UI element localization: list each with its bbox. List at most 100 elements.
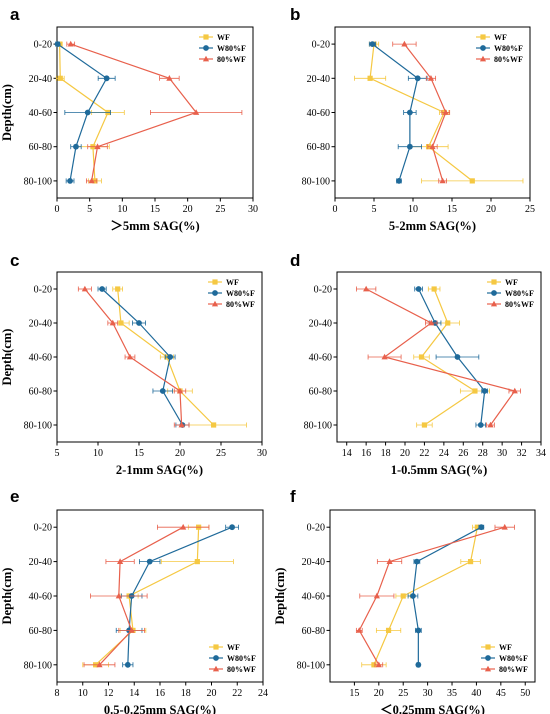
x-tick-label: 16	[361, 448, 371, 459]
x-tick-label: 16	[155, 688, 165, 699]
data-point	[373, 592, 380, 599]
x-tick-label: 10	[117, 204, 127, 215]
y-axis-label: Depth(cm)	[273, 568, 287, 625]
legend: WF W80%F 80%WF	[208, 278, 255, 309]
data-point	[478, 524, 485, 531]
panel-letter: a	[10, 5, 20, 24]
y-axis-label: Depth(cm)	[0, 84, 14, 141]
data-point	[431, 286, 437, 292]
x-tick-label: 30	[248, 204, 258, 215]
legend-label: 80%WF	[227, 665, 256, 674]
data-point	[381, 353, 388, 360]
x-tick-label: 35	[447, 688, 457, 699]
x-tick-label: 30	[497, 448, 507, 459]
legend-marker	[479, 55, 487, 62]
data-point	[414, 75, 421, 82]
data-point	[96, 661, 103, 668]
series-80%WF	[356, 285, 521, 428]
legend-marker	[490, 300, 498, 307]
x-axis-label: 0.5-0.25mm SAG(%)	[104, 703, 216, 714]
data-point	[94, 143, 101, 150]
y-tick-label: 20-40	[29, 557, 52, 568]
data-point	[487, 421, 494, 428]
data-point	[442, 109, 449, 115]
data-point	[371, 662, 377, 668]
x-tick-label: 25	[216, 448, 226, 459]
y-tick-label: 60-80	[309, 387, 332, 398]
x-tick-label: 34	[536, 448, 546, 459]
x-tick-label: 28	[478, 448, 488, 459]
data-point	[57, 75, 63, 81]
legend-label: WF	[505, 278, 518, 287]
series-line	[412, 526, 482, 665]
legend: WF W80%F 80%WF	[209, 643, 256, 674]
x-tick-label: 15	[349, 688, 359, 699]
panel-e: e 8 10 12 14 16 18 20 22 24 0-20 20-40 40-60 60-80 80-…	[0, 487, 268, 714]
legend-label: WF	[494, 33, 507, 42]
y-tick-label: 80-100	[24, 660, 52, 671]
data-point	[88, 177, 95, 184]
x-tick-label: 24	[439, 448, 449, 459]
data-point	[178, 421, 185, 428]
y-tick-label: 80-100	[302, 176, 330, 187]
legend-marker	[212, 665, 220, 672]
data-point	[167, 354, 174, 360]
x-tick-label: 25	[525, 204, 535, 215]
y-tick-label: 40-60	[29, 353, 52, 364]
legend-label: W80%F	[499, 654, 528, 663]
y-tick-label: 20-40	[309, 319, 332, 330]
data-point	[229, 524, 236, 531]
data-point	[421, 422, 428, 428]
data-point	[511, 387, 518, 394]
y-tick-label: 20-40	[302, 557, 325, 568]
panel-letter: e	[10, 487, 19, 506]
series-80%WF	[77, 285, 190, 428]
x-tick-label: 45	[496, 688, 506, 699]
legend-marker	[212, 290, 218, 296]
data-point	[375, 661, 382, 668]
data-point	[467, 559, 474, 565]
series-W80%F	[54, 41, 116, 184]
x-tick-label: 20	[486, 204, 496, 215]
data-point	[439, 177, 446, 184]
x-tick-label: 5	[55, 448, 60, 459]
data-point	[477, 422, 484, 428]
y-tick-label: 60-80	[29, 387, 52, 398]
data-point	[427, 75, 435, 81]
x-tick-label: 25	[398, 688, 408, 699]
legend-marker	[212, 279, 218, 285]
data-point	[67, 40, 74, 47]
legend-marker	[480, 34, 486, 40]
x-tick-label: 5	[87, 204, 92, 215]
data-point	[385, 627, 392, 633]
legend-label: WF	[227, 643, 240, 652]
x-tick-label: 20	[374, 688, 384, 699]
y-tick-label: 20-40	[29, 74, 52, 85]
legend-label: W80%F	[226, 289, 255, 298]
x-tick-label: 15	[150, 204, 160, 215]
x-tick-label: 12	[104, 688, 114, 699]
series-W80%F	[414, 286, 488, 428]
x-tick-label: 25	[215, 204, 225, 215]
data-point	[428, 319, 435, 326]
y-tick-label: 80-100	[24, 176, 52, 187]
x-tick-label: 50	[520, 688, 530, 699]
x-tick-label: 20	[183, 204, 193, 215]
y-axis-label: Depth(cm)	[0, 329, 14, 386]
x-tick-label: 20	[207, 688, 217, 699]
legend-label: W80%F	[227, 654, 256, 663]
legend: WF W80%F 80%WF	[487, 278, 534, 309]
data-point	[103, 75, 110, 82]
data-point	[128, 627, 135, 633]
x-tick-label: 18	[381, 448, 391, 459]
x-tick-label: 24	[258, 688, 268, 699]
x-tick-label: 20	[175, 448, 185, 459]
data-point	[454, 354, 461, 360]
series-WF	[413, 286, 490, 428]
data-point	[367, 75, 373, 81]
x-tick-label: 10	[93, 448, 103, 459]
legend-label: 80%WF	[226, 300, 255, 309]
y-tick-label: 20-40	[307, 74, 330, 85]
panel-c: c 5 10 15 20 25 30 0-20 20-40 40-60 60-80 80-100 2-1…	[0, 251, 267, 477]
